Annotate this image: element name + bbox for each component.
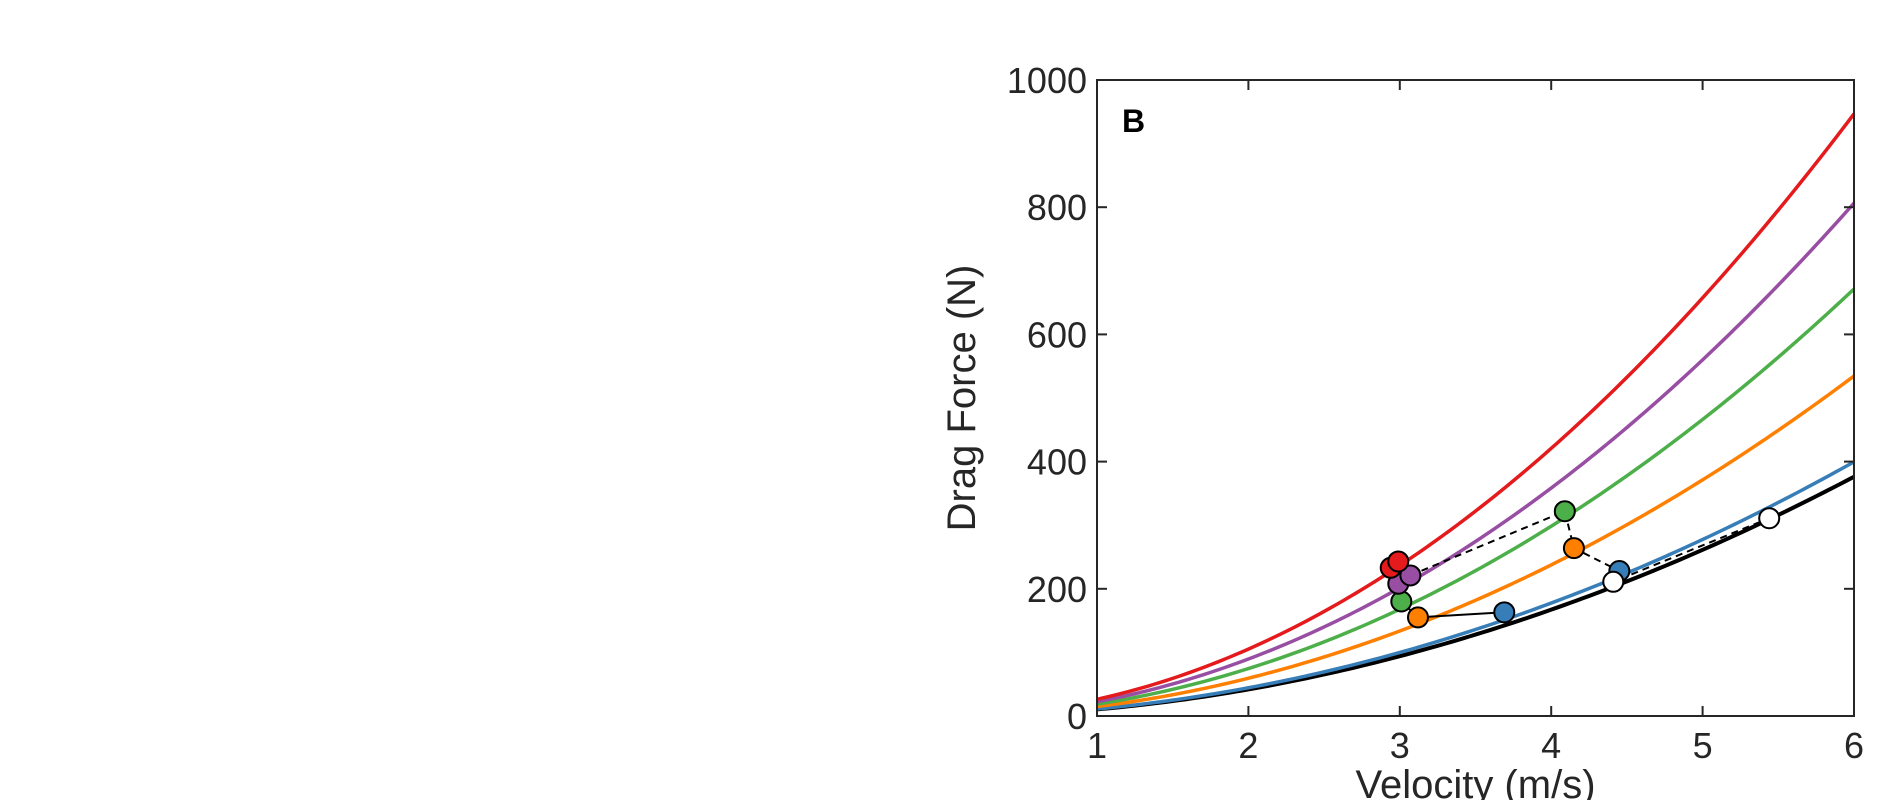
data-point-10 <box>1602 570 1625 593</box>
y-tick-label: 400 <box>1027 442 1087 483</box>
curve-blue <box>1096 460 1855 711</box>
x-tick-label: 6 <box>1844 725 1864 766</box>
curve-purple <box>1096 201 1856 704</box>
axis-ticks <box>1096 79 1855 717</box>
y-tick-label: 800 <box>1027 187 1087 228</box>
drag-curves <box>1096 112 1856 712</box>
data-point-11 <box>1758 507 1781 530</box>
data-point-2 <box>1493 601 1516 624</box>
y-axis-title: Drag Force (N) <box>940 265 984 532</box>
data-markers <box>1379 500 1781 629</box>
data-point-6 <box>1387 550 1410 573</box>
data-point-4 <box>1399 564 1422 587</box>
y-tick-label: 200 <box>1027 569 1087 610</box>
x-tick-label: 5 <box>1693 725 1713 766</box>
curve-red <box>1096 112 1856 701</box>
data-point-7 <box>1553 500 1576 523</box>
y-tick-label: 1000 <box>1007 60 1087 101</box>
data-point-0 <box>1390 590 1413 613</box>
curve-green <box>1096 287 1856 706</box>
plot-area-frame <box>1096 79 1855 717</box>
panel-letter: B <box>1122 103 1145 139</box>
tick-labels: 1 2 3 4 5 6 0 200 400 600 800 1000 <box>1007 60 1864 766</box>
dashed-connector-line <box>1410 509 1770 584</box>
x-tick-label: 4 <box>1541 725 1561 766</box>
x-tick-label: 3 <box>1390 725 1410 766</box>
x-tick-label: 1 <box>1087 725 1107 766</box>
x-tick-label: 2 <box>1238 725 1258 766</box>
x-axis-title: Velocity (m/s) <box>1355 763 1595 800</box>
y-tick-label: 600 <box>1027 314 1087 355</box>
y-tick-label: 0 <box>1067 696 1087 737</box>
curve-orange <box>1096 374 1856 709</box>
data-point-1 <box>1406 606 1429 629</box>
data-point-8 <box>1562 537 1585 560</box>
